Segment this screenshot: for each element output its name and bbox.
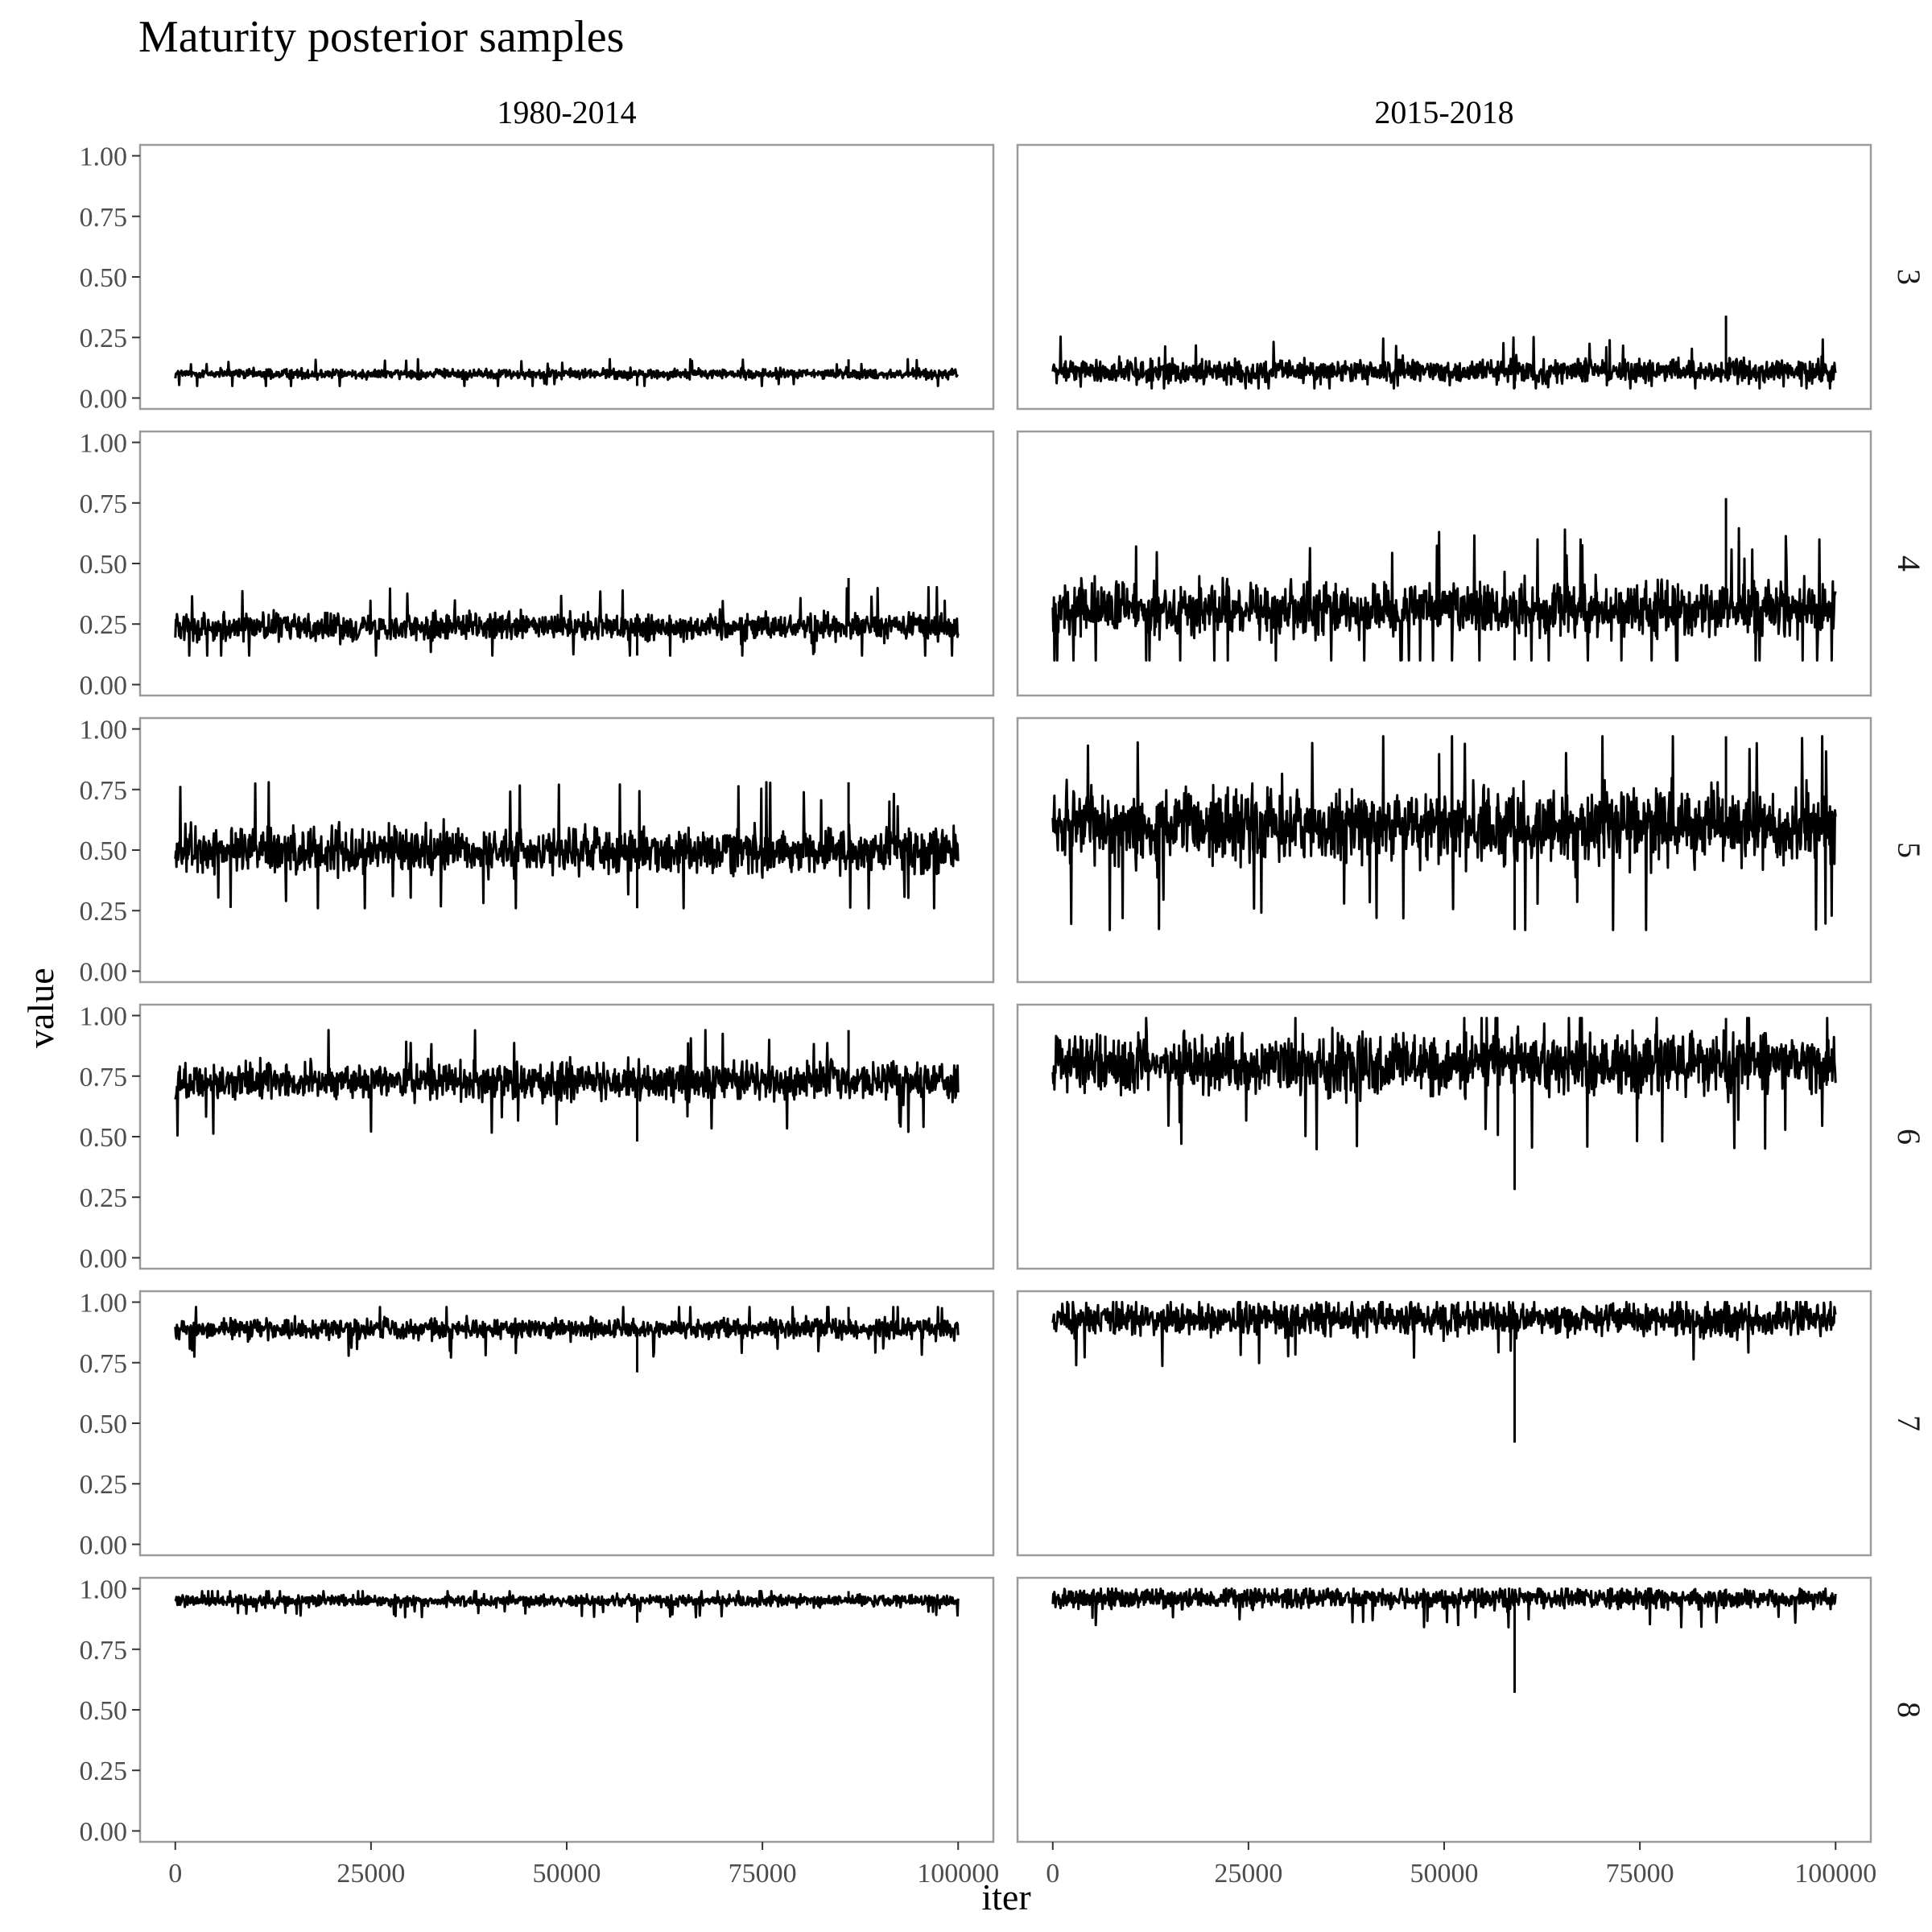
y-tick-label: 0.50: [80, 550, 128, 580]
facet-strip-row-8: 8: [1891, 1702, 1927, 1718]
y-tick-label: 0.00: [80, 957, 128, 987]
panel-3-2: [1016, 143, 1872, 411]
panel-4-2: [1016, 430, 1872, 697]
x-tick-label: 100000: [917, 1859, 999, 1889]
y-tick-label: 1.00: [80, 429, 128, 459]
panel-8-1: 0.00 0.25 0.50 0.75 1.00 0 25000 50000 75000 1000…: [80, 1575, 1000, 1889]
y-tick-label: 0.50: [80, 1123, 128, 1153]
trace-line: [174, 781, 960, 910]
y-tick-label: 0.00: [80, 384, 128, 414]
trace-line: [174, 1029, 960, 1137]
y-tick-label: 0.00: [80, 1817, 128, 1847]
panel-border: [1016, 1576, 1872, 1843]
y-tick-label: 0.25: [80, 1470, 128, 1500]
y-tick-label: 1.00: [80, 142, 128, 172]
trace-line: [1051, 735, 1837, 931]
panel-border: [1016, 430, 1872, 697]
trace-line: [174, 1590, 960, 1619]
trace-line: [174, 1306, 960, 1359]
y-tick-label: 0.00: [80, 1530, 128, 1560]
y-tick-label: 0.75: [80, 776, 128, 806]
facet-strip-row-4: 4: [1891, 555, 1927, 572]
trace-line: [1051, 1301, 1837, 1368]
trace-line: [1051, 1017, 1837, 1151]
panel-border: [138, 1003, 995, 1270]
panel-5-2: [1016, 716, 1872, 984]
trace-line: [1051, 335, 1837, 390]
panel-border: [138, 430, 995, 697]
panel-6-2: [1016, 1003, 1872, 1270]
panel-border: [138, 143, 995, 411]
panel-8-2: 0 25000 50000 75000 100000: [1016, 1576, 1876, 1889]
facet-strip-row-7: 7: [1891, 1415, 1927, 1431]
x-tick-label: 0: [168, 1859, 182, 1889]
x-axis-label: iter: [981, 1876, 1031, 1918]
panel-border: [1016, 1003, 1872, 1270]
x-tick-label: 25000: [336, 1859, 405, 1889]
facet-strip-row-3: 3: [1891, 269, 1927, 285]
facet-strip-col-1: 1980-2014: [497, 94, 637, 130]
x-tick-label: 50000: [1410, 1859, 1479, 1889]
panel-6-1: 0.00 0.25 0.50 0.75 1.00: [80, 1002, 995, 1274]
facet-strip-row-5: 5: [1891, 842, 1927, 858]
facet-strip-col-2: 2015-2018: [1374, 94, 1514, 130]
x-tick-label: 25000: [1214, 1859, 1282, 1889]
trace-line: [174, 585, 960, 657]
x-tick-label: 75000: [729, 1859, 797, 1889]
y-tick-label: 0.25: [80, 610, 128, 640]
x-tick-label: 100000: [1794, 1859, 1876, 1889]
x-tick-label: 50000: [533, 1859, 601, 1889]
y-tick-label: 0.25: [80, 324, 128, 353]
y-tick-label: 0.75: [80, 203, 128, 233]
panel-7-1: 0.00 0.25 0.50 0.75 1.00: [80, 1289, 995, 1560]
panel-border: [138, 1576, 995, 1843]
y-tick-label: 1.00: [80, 1002, 128, 1032]
y-tick-label: 1.00: [80, 1289, 128, 1319]
y-tick-label: 0.50: [80, 1410, 128, 1439]
y-tick-label: 0.50: [80, 263, 128, 293]
chart-title: Maturity posterior samples: [138, 12, 625, 62]
panel-5-1: 0.00 0.25 0.50 0.75 1.00: [80, 716, 995, 987]
panel-4-1: 0.00 0.25 0.50 0.75 1.00: [80, 429, 995, 700]
y-tick-label: 0.50: [80, 1696, 128, 1726]
y-tick-label: 0.00: [80, 1244, 128, 1274]
trace-line: [1051, 1587, 1837, 1629]
trace-line: [1051, 526, 1837, 662]
y-tick-label: 0.00: [80, 671, 128, 700]
y-tick-label: 0.75: [80, 1636, 128, 1666]
facet-strip-row-6: 6: [1891, 1129, 1927, 1145]
panel-7-2: [1016, 1290, 1872, 1557]
y-tick-label: 0.75: [80, 1063, 128, 1092]
y-tick-label: 1.00: [80, 716, 128, 745]
panel-3-1: 0.00 0.25 0.50 0.75 1.00: [80, 142, 995, 414]
y-tick-label: 0.50: [80, 836, 128, 866]
y-tick-label: 0.75: [80, 489, 128, 519]
y-tick-label: 0.75: [80, 1349, 128, 1379]
x-tick-label: 0: [1046, 1859, 1059, 1889]
y-tick-label: 1.00: [80, 1575, 128, 1605]
y-tick-label: 0.25: [80, 1183, 128, 1213]
x-tick-label: 75000: [1606, 1859, 1674, 1889]
y-tick-label: 0.25: [80, 1757, 128, 1786]
trace-line: [174, 357, 959, 387]
y-tick-label: 0.25: [80, 897, 128, 927]
